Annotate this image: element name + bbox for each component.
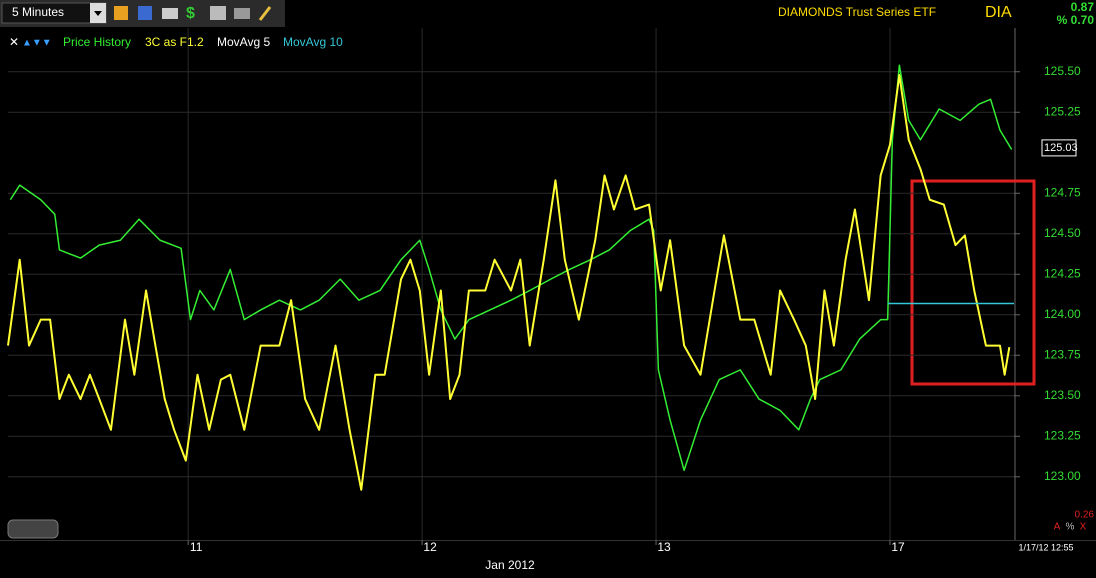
axis-separator xyxy=(1014,28,1016,540)
last-price-label: 125.03 xyxy=(1044,142,1078,154)
axis-separator xyxy=(0,540,1096,541)
legend-entry[interactable]: Price History xyxy=(63,35,131,49)
mail-icon[interactable] xyxy=(162,8,178,19)
pencil-icon[interactable] xyxy=(258,6,272,21)
y-tick-label: 124.25 xyxy=(1044,266,1081,280)
indicator-value: 0.26 xyxy=(1075,510,1095,521)
y-tick-label: 125.25 xyxy=(1044,104,1081,118)
instrument-name: DIAMONDS Trust Series ETF xyxy=(778,5,936,19)
print-icon[interactable] xyxy=(210,6,226,20)
legend-entry[interactable]: MovAvg 10 xyxy=(283,35,343,49)
save-icon[interactable] xyxy=(138,6,152,20)
close-legend[interactable]: ✕ xyxy=(9,35,19,49)
timestamp: 1/17/12 12:55 xyxy=(1018,542,1073,552)
y-tick-label: 123.50 xyxy=(1044,388,1081,402)
last-price-box xyxy=(1041,139,1077,157)
highlight-box xyxy=(910,179,1036,386)
y-tick-label: 125.50 xyxy=(1044,64,1081,78)
series-line xyxy=(7,73,1011,491)
y-tick-label: 124.50 xyxy=(1044,226,1081,240)
y-tick-label: 123.75 xyxy=(1044,347,1081,361)
x-axis-label: Jan 2012 xyxy=(485,558,535,572)
legend-entry[interactable]: 3C as F1.2 xyxy=(145,35,204,49)
y-tick-label: 124.75 xyxy=(1044,185,1081,199)
lock-icon[interactable] xyxy=(114,6,128,20)
change: 0.87 xyxy=(1071,0,1095,14)
keyboard-icon[interactable] xyxy=(234,8,250,19)
legend-entry[interactable]: MovAvg 5 xyxy=(217,35,270,49)
x-tick-label: 13 xyxy=(657,540,671,554)
footer-button[interactable]: % xyxy=(1066,522,1075,533)
footer-button[interactable]: X xyxy=(1080,522,1087,533)
footer-button[interactable]: A xyxy=(1054,522,1061,533)
legend-arrows[interactable]: ▲▼▼ xyxy=(22,38,52,49)
y-tick-label: 123.00 xyxy=(1044,469,1081,483)
pct-change: % 0.70 xyxy=(1057,13,1095,27)
x-tick-label: 12 xyxy=(423,540,437,554)
y-tick-label: 124.00 xyxy=(1044,307,1081,321)
symbol: DIA xyxy=(985,4,1012,21)
interval-label: 5 Minutes xyxy=(12,5,64,19)
dropdown-arrow xyxy=(94,11,102,16)
y-tick-label: 123.25 xyxy=(1044,428,1081,442)
x-tick-label: 17 xyxy=(891,540,905,554)
dollar-icon[interactable]: $ xyxy=(186,5,195,22)
x-tick-label: 11 xyxy=(190,540,203,554)
scroll-widget[interactable] xyxy=(7,519,59,539)
